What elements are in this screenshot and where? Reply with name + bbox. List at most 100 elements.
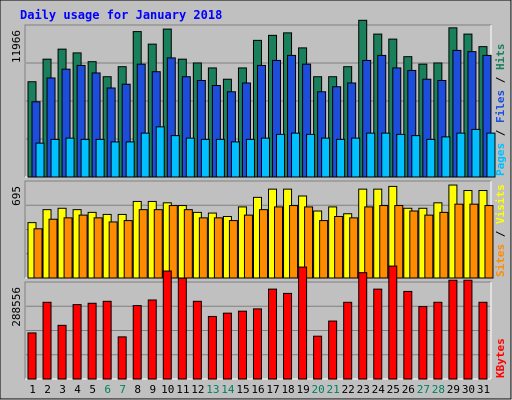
bar-sites-day-8: [138, 209, 148, 279]
legend-hits: Hits: [494, 44, 507, 71]
day-label-25: 25: [387, 383, 400, 396]
bar-pages-day-27: [426, 138, 436, 178]
bar-pages-day-30: [471, 128, 481, 178]
day-label-24: 24: [372, 383, 386, 396]
bar-pages-day-24: [381, 132, 391, 178]
bar-kbytes-day-27: [418, 306, 428, 380]
day-label-29: 29: [447, 383, 460, 396]
bar-kbytes-day-18: [283, 292, 293, 380]
bar-pages-day-19: [306, 133, 316, 178]
bar-pages-day-2: [50, 138, 60, 178]
bar-kbytes-day-20: [313, 335, 323, 380]
day-label-22: 22: [342, 383, 355, 396]
bar-sites-day-24: [379, 205, 389, 279]
day-label-23: 23: [357, 383, 370, 396]
bar-kbytes-day-10: [162, 270, 172, 380]
bar-pages-day-16: [260, 137, 270, 178]
bar-sites-day-28: [439, 211, 449, 279]
bar-sites-day-15: [243, 214, 253, 279]
bar-kbytes-day-9: [147, 299, 157, 380]
day-label-16: 16: [251, 383, 264, 396]
day-label-10: 10: [161, 383, 174, 396]
bar-sites-day-17: [274, 206, 284, 279]
bar-sites-day-19: [304, 206, 314, 279]
bar-kbytes-day-5: [87, 302, 97, 380]
bar-kbytes-day-3: [57, 324, 67, 380]
day-label-15: 15: [236, 383, 249, 396]
day-label-4: 4: [74, 383, 81, 396]
bar-pages-day-23: [366, 132, 376, 178]
bar-sites-day-22: [349, 217, 359, 279]
bar-sites-day-20: [319, 220, 329, 279]
bar-pages-day-21: [336, 138, 346, 178]
bar-kbytes-day-11: [177, 277, 187, 380]
bar-pages-day-10: [170, 135, 180, 178]
bar-sites-day-26: [409, 210, 419, 279]
bar-sites-day-7: [123, 220, 133, 279]
panel-0-legend: Pages / Files / Hits: [494, 44, 507, 177]
bar-sites-day-31: [484, 205, 494, 279]
bar-kbytes-day-14: [222, 312, 232, 380]
bar-kbytes-day-4: [72, 304, 82, 380]
day-label-17: 17: [266, 383, 279, 396]
bar-sites-day-11: [183, 209, 193, 279]
bar-kbytes-day-15: [237, 310, 247, 380]
bar-sites-day-18: [289, 205, 299, 279]
bar-pages-day-6: [110, 141, 120, 178]
bar-sites-day-30: [469, 203, 479, 279]
day-label-26: 26: [402, 383, 415, 396]
legend-separator: /: [494, 224, 507, 244]
panel-1-legend: Sites / Visits: [494, 184, 507, 277]
bar-pages-day-26: [411, 135, 421, 178]
bar-kbytes-day-8: [132, 305, 142, 380]
day-label-28: 28: [432, 383, 445, 396]
day-label-20: 20: [312, 383, 325, 396]
bar-pages-day-18: [291, 132, 301, 178]
bar-kbytes-day-1: [27, 332, 37, 380]
bar-pages-day-29: [456, 132, 466, 178]
day-label-14: 14: [221, 383, 235, 396]
bar-sites-day-10: [168, 205, 178, 279]
bar-pages-day-20: [321, 137, 331, 178]
bar-pages-day-25: [396, 133, 406, 178]
panel-2-legend: KBytes: [494, 338, 507, 378]
legend-kbytes: KBytes: [494, 338, 507, 378]
day-label-2: 2: [44, 383, 51, 396]
bar-sites-day-6: [108, 221, 118, 279]
bar-kbytes-day-13: [207, 315, 217, 380]
day-label-21: 21: [327, 383, 340, 396]
bar-pages-day-31: [486, 132, 496, 178]
bar-sites-day-2: [48, 218, 58, 279]
panel-1-ymax-label: 695: [10, 186, 23, 206]
legend-separator: /: [494, 123, 507, 143]
day-label-5: 5: [89, 383, 96, 396]
bar-kbytes-day-25: [388, 265, 398, 380]
chart-title: Daily usage for January 2018: [20, 8, 222, 22]
bar-pages-day-17: [276, 133, 286, 178]
bar-sites-day-12: [198, 217, 208, 279]
day-label-7: 7: [119, 383, 126, 396]
bar-pages-day-5: [95, 138, 105, 178]
bar-kbytes-day-26: [403, 290, 413, 380]
bar-kbytes-day-16: [252, 308, 262, 380]
day-label-11: 11: [176, 383, 189, 396]
bar-sites-day-27: [424, 214, 434, 279]
bar-sites-day-21: [334, 215, 344, 279]
day-label-27: 27: [417, 383, 430, 396]
day-label-6: 6: [104, 383, 111, 396]
bar-sites-day-13: [213, 217, 223, 279]
bar-sites-day-9: [153, 209, 163, 279]
bar-pages-day-1: [35, 142, 45, 178]
bar-sites-day-3: [63, 217, 73, 279]
bar-kbytes-day-19: [298, 266, 308, 380]
bar-pages-day-13: [215, 138, 225, 178]
bar-sites-day-14: [228, 220, 238, 279]
bar-kbytes-day-2: [42, 301, 52, 380]
panel-0-ymax-label: 11966: [10, 30, 23, 63]
bar-kbytes-day-29: [448, 279, 458, 380]
bar-sites-day-5: [93, 217, 103, 279]
legend-files: Files: [494, 90, 507, 123]
bar-pages-day-9: [155, 126, 165, 178]
bar-kbytes-day-28: [433, 301, 443, 380]
